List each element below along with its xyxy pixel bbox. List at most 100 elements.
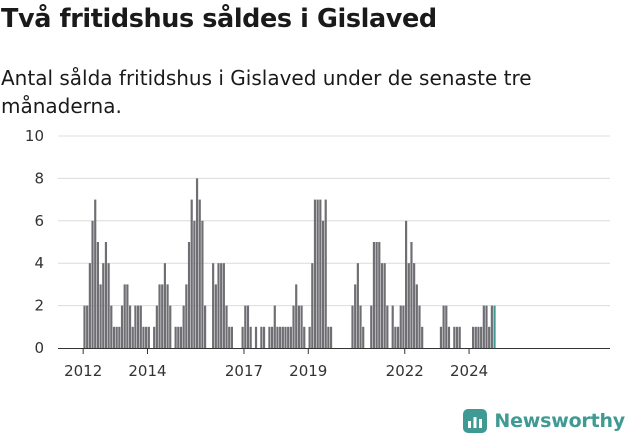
bar — [262, 326, 266, 348]
bar — [137, 305, 140, 348]
bar — [351, 305, 354, 348]
bar — [145, 326, 148, 348]
bar — [185, 284, 188, 348]
bar — [383, 263, 386, 348]
bar — [281, 326, 284, 348]
bar — [370, 305, 373, 348]
bar — [407, 263, 410, 348]
bar — [166, 284, 169, 348]
bar — [319, 199, 322, 348]
bar — [94, 199, 97, 348]
bar — [421, 326, 424, 348]
x-tick-label: 2012 — [64, 362, 102, 380]
newsworthy-logo-text: Newsworthy — [494, 410, 625, 432]
bar — [155, 305, 158, 348]
newsworthy-logo: Newsworthy — [463, 409, 625, 433]
bar — [123, 284, 126, 348]
y-tick-label: 2 — [34, 297, 44, 315]
bar — [378, 242, 381, 348]
bar — [112, 326, 116, 348]
bar — [356, 263, 359, 348]
bar — [220, 263, 223, 348]
chart-title: Två fritidshus såldes i Gislaved — [1, 4, 437, 34]
bar — [134, 305, 137, 348]
bar — [147, 326, 150, 348]
bar — [327, 326, 330, 348]
bar — [222, 263, 225, 348]
bar — [102, 263, 105, 348]
bar-chart: 0 2 4 6 8 10 2012 2014 2017 2019 2022 2024 2 — [25, 0, 610, 380]
x-tick-label: 2024 — [450, 362, 488, 380]
bar — [104, 242, 108, 348]
bar — [128, 305, 132, 348]
bar — [230, 326, 233, 348]
y-tick-label: 0 — [34, 339, 44, 357]
bar — [212, 263, 215, 348]
bar — [472, 326, 475, 348]
bar — [313, 199, 317, 348]
bar — [488, 326, 491, 348]
bar — [415, 284, 418, 348]
bar — [161, 284, 164, 348]
bar — [362, 326, 365, 348]
bar — [107, 263, 110, 348]
bar — [311, 263, 314, 348]
bar — [287, 326, 290, 348]
bar — [142, 326, 145, 348]
bar — [193, 220, 196, 348]
bar — [458, 326, 461, 348]
y-tick-label: 6 — [34, 212, 44, 230]
bar — [482, 305, 485, 348]
bar — [241, 326, 244, 348]
bar — [396, 326, 400, 348]
bar — [276, 326, 279, 348]
bar — [316, 199, 319, 348]
bar — [249, 326, 252, 348]
bar — [91, 220, 94, 348]
bar — [86, 305, 89, 348]
bar — [445, 305, 448, 348]
bar — [399, 305, 402, 348]
bar — [410, 242, 413, 348]
bar — [303, 326, 306, 348]
bar — [244, 305, 247, 348]
bar — [198, 199, 201, 348]
bar — [187, 242, 191, 348]
y-tick-label: 10 — [25, 127, 44, 145]
bar — [120, 305, 124, 348]
bar — [455, 326, 459, 348]
bar — [169, 305, 172, 348]
bar — [83, 305, 86, 348]
bar — [480, 326, 483, 348]
bar — [300, 305, 303, 348]
bar — [442, 305, 445, 348]
bar — [153, 326, 156, 348]
bar — [182, 305, 185, 348]
bar — [297, 305, 300, 348]
bar — [99, 284, 102, 348]
bar — [190, 199, 193, 348]
bar — [474, 326, 477, 348]
bar — [375, 242, 378, 348]
bar — [359, 305, 362, 348]
bar — [118, 326, 121, 348]
bar — [292, 305, 295, 348]
bar — [204, 305, 207, 348]
newsworthy-logo-icon — [463, 409, 488, 433]
bar — [386, 305, 389, 348]
bar — [413, 263, 416, 348]
bar — [453, 326, 456, 348]
bar — [394, 326, 397, 348]
bar — [418, 305, 421, 348]
bar — [228, 326, 231, 348]
bar — [380, 263, 384, 348]
bar — [158, 284, 161, 348]
bar — [279, 326, 282, 348]
bar — [324, 199, 327, 348]
bar — [174, 326, 177, 348]
x-tick-label: 2019 — [289, 362, 327, 380]
bar — [493, 305, 496, 348]
bar — [201, 220, 204, 348]
bar — [295, 284, 298, 348]
bar — [477, 326, 480, 348]
